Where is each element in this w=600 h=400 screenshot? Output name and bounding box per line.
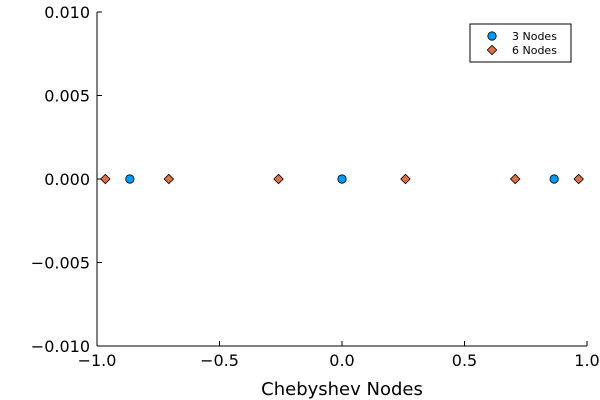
legend-diamond-marker bbox=[486, 44, 498, 56]
legend-label: 6 Nodes bbox=[512, 44, 557, 57]
plot-points bbox=[100, 173, 584, 185]
x-tick-label: 1.0 bbox=[574, 351, 599, 370]
data-point-circle bbox=[549, 174, 559, 184]
x-axis: −1.0 −0.5 0.0 0.5 1.0 bbox=[78, 341, 600, 370]
y-tick-label: −0.010 bbox=[31, 337, 90, 356]
y-tick-label: −0.005 bbox=[31, 254, 90, 273]
legend-label: 3 Nodes bbox=[512, 30, 557, 43]
x-tick-label: −1.0 bbox=[78, 351, 117, 370]
data-point-diamond bbox=[509, 173, 521, 185]
data-point-circle bbox=[125, 174, 135, 184]
legend-box bbox=[469, 23, 572, 63]
data-point-diamond bbox=[573, 173, 584, 185]
y-tick-label: 0.000 bbox=[44, 170, 90, 189]
y-tick-label: 0.010 bbox=[44, 3, 90, 22]
data-point-diamond bbox=[400, 173, 411, 185]
x-tick-label: 0.0 bbox=[329, 351, 354, 370]
data-point-diamond bbox=[163, 173, 175, 185]
x-axis-title: Chebyshev Nodes bbox=[261, 379, 423, 400]
x-tick-label: −0.5 bbox=[200, 351, 239, 370]
legend-circle-marker bbox=[487, 31, 497, 41]
y-axis: −0.010 −0.005 0.000 0.005 0.010 bbox=[31, 3, 102, 356]
data-point-diamond bbox=[273, 173, 284, 185]
series-2 bbox=[100, 173, 584, 185]
x-tick-label: 0.5 bbox=[452, 351, 477, 370]
data-point-circle bbox=[337, 174, 347, 184]
series-1 bbox=[125, 174, 559, 184]
y-tick-label: 0.005 bbox=[44, 87, 90, 106]
data-point-diamond bbox=[100, 173, 111, 185]
